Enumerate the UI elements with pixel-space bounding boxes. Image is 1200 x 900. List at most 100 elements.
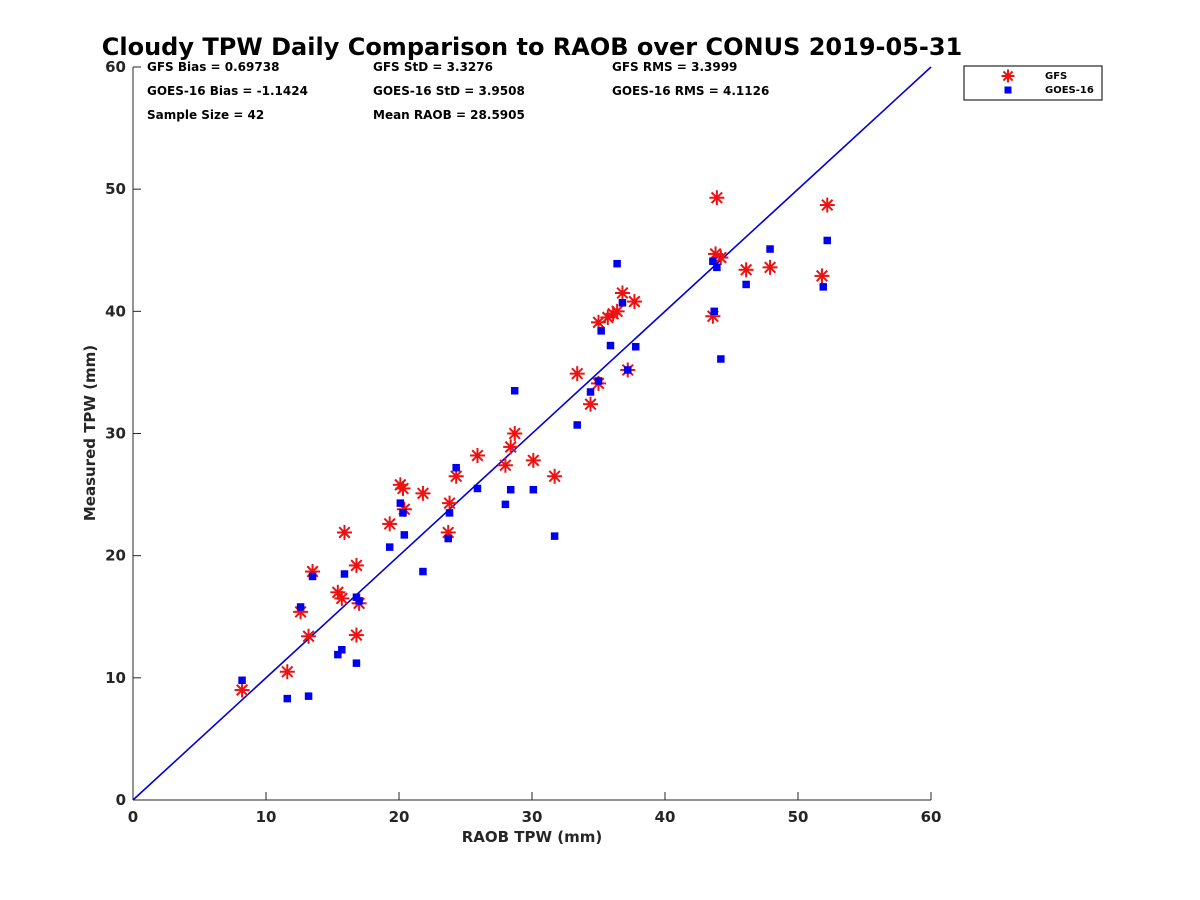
goes16-point bbox=[819, 283, 828, 291]
legend-gfs-marker bbox=[1001, 69, 1015, 83]
goes16-point bbox=[338, 645, 346, 654]
goes16-point bbox=[445, 509, 454, 517]
gfs-point bbox=[336, 524, 352, 540]
goes16-point bbox=[766, 245, 774, 253]
gfs-point bbox=[442, 495, 458, 511]
gfs-point bbox=[395, 480, 411, 496]
goes16-point bbox=[340, 570, 349, 578]
gfs-point bbox=[525, 452, 541, 468]
goes16-point bbox=[355, 597, 363, 605]
gfs-point bbox=[569, 366, 585, 382]
gfs-point bbox=[583, 396, 599, 412]
y-tick-label: 10 bbox=[105, 669, 126, 687]
series-gfs bbox=[234, 190, 835, 698]
x-tick-label: 60 bbox=[921, 808, 942, 826]
goes16-point bbox=[444, 534, 452, 543]
stat-text: GOES-16 StD = 3.9508 bbox=[373, 84, 525, 98]
stat-text: GOES-16 RMS = 4.1126 bbox=[612, 84, 769, 98]
stat-text: Mean RAOB = 28.5905 bbox=[373, 108, 525, 122]
goes16-point bbox=[618, 299, 627, 307]
goes16-point bbox=[573, 421, 581, 429]
goes16-point bbox=[452, 463, 460, 472]
gfs-point bbox=[234, 682, 250, 698]
goes16-point bbox=[473, 484, 482, 493]
y-tick-label: 0 bbox=[116, 791, 126, 809]
stat-text: GOES-16 Bias = -1.1424 bbox=[147, 84, 308, 98]
series-goes-16 bbox=[238, 236, 832, 703]
goes16-point bbox=[283, 694, 292, 703]
goes16-point bbox=[506, 485, 515, 494]
reference-line-group bbox=[132, 66, 932, 801]
y-tick-label: 40 bbox=[105, 302, 126, 320]
gfs-point bbox=[762, 259, 778, 275]
goes16-point bbox=[385, 543, 394, 551]
legend: GFS GOES-16 bbox=[963, 65, 1103, 101]
goes16-point bbox=[631, 343, 640, 351]
gfs-point bbox=[609, 303, 625, 319]
gfs-point bbox=[348, 557, 364, 573]
y-tick-label: 30 bbox=[105, 425, 126, 443]
x-tick-label: 40 bbox=[655, 808, 676, 826]
gfs-point bbox=[713, 250, 729, 266]
chart-title: Cloudy TPW Daily Comparison to RAOB over… bbox=[102, 33, 962, 61]
goes16-point bbox=[597, 327, 605, 335]
goes16-point bbox=[823, 236, 832, 245]
goes16-point bbox=[594, 377, 603, 385]
plot-axes: 0 10 20 30 40 50 60 0 10 20 30 40 50 60 bbox=[105, 58, 941, 826]
gfs-point bbox=[497, 457, 513, 473]
goes16-point bbox=[419, 567, 427, 576]
gfs-point bbox=[415, 485, 431, 501]
gfs-point bbox=[814, 268, 830, 284]
goes16-point bbox=[352, 659, 361, 667]
gfs-point bbox=[301, 628, 317, 644]
legend-goes16-label: GOES-16 bbox=[1045, 85, 1094, 96]
x-tick-label: 20 bbox=[389, 808, 410, 826]
goes16-point bbox=[400, 531, 409, 539]
goes16-point bbox=[399, 509, 407, 517]
goes16-point bbox=[334, 650, 342, 659]
x-tick-label: 10 bbox=[256, 808, 277, 826]
x-tick-label: 0 bbox=[128, 808, 138, 826]
gfs-point bbox=[819, 197, 835, 213]
goes16-point bbox=[709, 257, 717, 265]
goes16-point bbox=[624, 366, 632, 374]
goes16-point bbox=[304, 692, 313, 700]
gfs-point bbox=[279, 664, 295, 680]
goes16-point bbox=[296, 603, 305, 611]
legend-box bbox=[963, 65, 1103, 101]
y-tick-label: 60 bbox=[105, 58, 126, 76]
x-tick-label: 30 bbox=[522, 808, 543, 826]
goes16-point bbox=[586, 388, 595, 396]
y-axis-label: Measured TPW (mm) bbox=[81, 345, 99, 521]
gfs-point bbox=[330, 584, 346, 600]
goes16-point bbox=[613, 259, 621, 268]
stat-text: GFS RMS = 3.3999 bbox=[612, 60, 737, 74]
goes16-point bbox=[238, 676, 246, 685]
goes16-point bbox=[713, 263, 721, 272]
gfs-point bbox=[348, 627, 364, 643]
gfs-point bbox=[709, 190, 725, 206]
goes16-point bbox=[396, 499, 405, 507]
stat-text: Sample Size = 42 bbox=[147, 108, 264, 122]
statistics-annotations: GFS Bias = 0.69738 GFS StD = 3.3276 GFS RM… bbox=[147, 60, 769, 122]
goes16-point bbox=[606, 341, 615, 350]
gfs-point bbox=[469, 447, 485, 463]
goes16-point bbox=[308, 572, 317, 581]
legend-goes16-marker bbox=[1004, 86, 1012, 94]
gfs-point bbox=[507, 426, 523, 441]
y-tick-label: 20 bbox=[105, 547, 126, 565]
gfs-point bbox=[503, 439, 519, 455]
goes16-point bbox=[710, 307, 718, 316]
goes16-point bbox=[510, 386, 519, 395]
one-to-one-line bbox=[132, 66, 932, 801]
x-tick-label: 50 bbox=[788, 808, 809, 826]
data-points-group bbox=[234, 190, 835, 703]
legend-gfs-label: GFS bbox=[1045, 71, 1067, 82]
y-tick-label: 50 bbox=[105, 180, 126, 198]
stat-text: GFS Bias = 0.69738 bbox=[147, 60, 279, 74]
stat-text: GFS StD = 3.3276 bbox=[373, 60, 493, 74]
gfs-point bbox=[334, 590, 350, 606]
gfs-point bbox=[547, 468, 563, 484]
gfs-point bbox=[626, 294, 642, 310]
